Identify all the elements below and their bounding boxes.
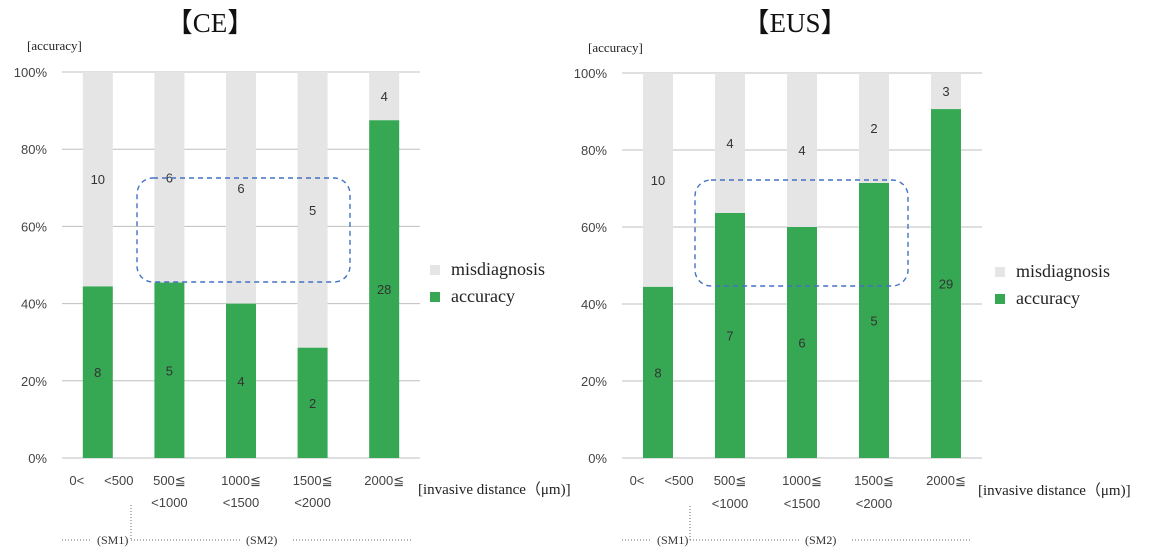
data-label-accuracy: 2	[309, 396, 316, 411]
legend-swatch-misdiagnosis	[995, 267, 1005, 277]
group-label-sm2: (SM2)	[805, 533, 836, 547]
x-tick-label: <1000	[712, 496, 749, 511]
x-tick-label: 1000≦	[782, 473, 822, 488]
y-tick-label: 20%	[21, 374, 47, 389]
y-tick-label: 100%	[14, 65, 48, 80]
x-tick-label: 0<	[69, 473, 84, 488]
bar-accuracy	[643, 286, 673, 458]
bar-misdiagnosis	[369, 72, 400, 121]
data-label-misdiagnosis: 10	[651, 173, 665, 188]
data-label-misdiagnosis: 4	[798, 143, 805, 158]
data-label-misdiagnosis: 10	[91, 172, 105, 187]
bar-misdiagnosis	[859, 73, 889, 183]
x-tick-label: 1500≦	[854, 473, 894, 488]
data-label-misdiagnosis: 6	[166, 170, 173, 185]
data-label-accuracy: 29	[939, 277, 953, 292]
x-tick-label: <1500	[223, 495, 260, 510]
bar-misdiagnosis	[297, 72, 328, 348]
x-tick-label: 1500≦	[293, 473, 333, 488]
x-tick-label: 2000≦	[364, 473, 404, 488]
bar-accuracy	[226, 303, 256, 458]
data-label-misdiagnosis: 3	[942, 84, 949, 99]
data-label-misdiagnosis: 6	[237, 181, 244, 196]
data-label-accuracy: 5	[166, 363, 173, 378]
data-label-accuracy: 5	[870, 314, 877, 329]
bar-misdiagnosis	[715, 73, 745, 213]
bar-accuracy	[297, 347, 328, 458]
y-tick-label: 80%	[581, 143, 607, 158]
highlight-box	[136, 177, 351, 283]
x-tick-label: <500	[664, 473, 693, 488]
data-label-accuracy: 28	[377, 282, 391, 297]
y-axis-label: [accuracy]	[588, 40, 643, 55]
bar-misdiagnosis	[787, 73, 817, 227]
group-label-sm2: (SM2)	[246, 533, 277, 547]
x-tick-label: 0<	[630, 473, 645, 488]
bar-accuracy	[154, 282, 185, 458]
bar-accuracy	[82, 286, 113, 458]
x-tick-label: 500≦	[153, 473, 186, 488]
y-tick-label: 60%	[581, 220, 607, 235]
legend-swatch-accuracy	[995, 294, 1005, 304]
legend-swatch-accuracy	[430, 292, 440, 302]
bar-accuracy	[931, 109, 961, 458]
legend-label-accuracy: accuracy	[451, 286, 515, 306]
group-label-sm1: (SM1)	[657, 533, 688, 547]
x-axis-label: [invasive distance（μm)]	[978, 482, 1131, 499]
bar-misdiagnosis	[931, 73, 961, 110]
x-tick-label: 1000≦	[221, 473, 261, 488]
x-tick-label: <2000	[856, 496, 893, 511]
data-label-accuracy: 8	[94, 365, 101, 380]
bar-misdiagnosis	[82, 72, 113, 287]
x-tick-label: <1500	[784, 496, 821, 511]
chart-ce: 【CE】 [accuracy] 0% 20% 40% 60% 80% 100% 8 10 0< <50…	[14, 8, 571, 547]
x-axis-label: [invasive distance（μm)]	[418, 481, 571, 498]
bar-accuracy	[859, 183, 889, 458]
data-label-misdiagnosis: 4	[381, 89, 388, 104]
x-tick-label: 2000≦	[926, 473, 966, 488]
data-label-accuracy: 7	[726, 329, 733, 344]
bar-accuracy	[787, 227, 817, 458]
x-tick-label: 500≦	[714, 473, 747, 488]
data-label-misdiagnosis: 4	[726, 136, 733, 151]
y-tick-label: 40%	[21, 297, 47, 312]
data-label-accuracy: 8	[654, 365, 661, 380]
data-label-accuracy: 4	[237, 374, 244, 389]
legend-label-accuracy: accuracy	[1016, 288, 1080, 308]
y-tick-label: 0%	[28, 451, 47, 466]
chart-eus: 【EUS】 [accuracy] 0% 20% 40% 60% 80% 100% 8 10 0< <5…	[574, 8, 1131, 547]
data-label-misdiagnosis: 2	[870, 121, 877, 136]
y-tick-label: 60%	[21, 219, 47, 234]
bar-misdiagnosis	[643, 73, 673, 287]
group-label-sm1: (SM1)	[97, 533, 128, 547]
data-label-accuracy: 6	[798, 336, 805, 351]
bar-misdiagnosis	[226, 72, 256, 304]
x-tick-label: <1000	[151, 495, 188, 510]
chart-title: 【EUS】	[742, 8, 847, 38]
legend-label-misdiagnosis: misdiagnosis	[1016, 261, 1110, 281]
y-tick-label: 0%	[588, 451, 607, 466]
bar-accuracy	[715, 213, 745, 458]
x-tick-label: <500	[104, 473, 133, 488]
y-axis-label: [accuracy]	[27, 38, 82, 53]
legend-label-misdiagnosis: misdiagnosis	[451, 259, 545, 279]
y-tick-label: 80%	[21, 142, 47, 157]
bar-misdiagnosis	[154, 72, 185, 283]
y-tick-label: 40%	[581, 297, 607, 312]
bar-accuracy	[369, 120, 400, 458]
y-tick-label: 20%	[581, 374, 607, 389]
legend-swatch-misdiagnosis	[430, 265, 440, 275]
data-label-misdiagnosis: 5	[309, 203, 316, 218]
highlight-box	[694, 179, 909, 287]
y-tick-label: 100%	[574, 66, 608, 81]
x-tick-label: <2000	[294, 495, 331, 510]
chart-title: 【CE】	[166, 8, 255, 38]
